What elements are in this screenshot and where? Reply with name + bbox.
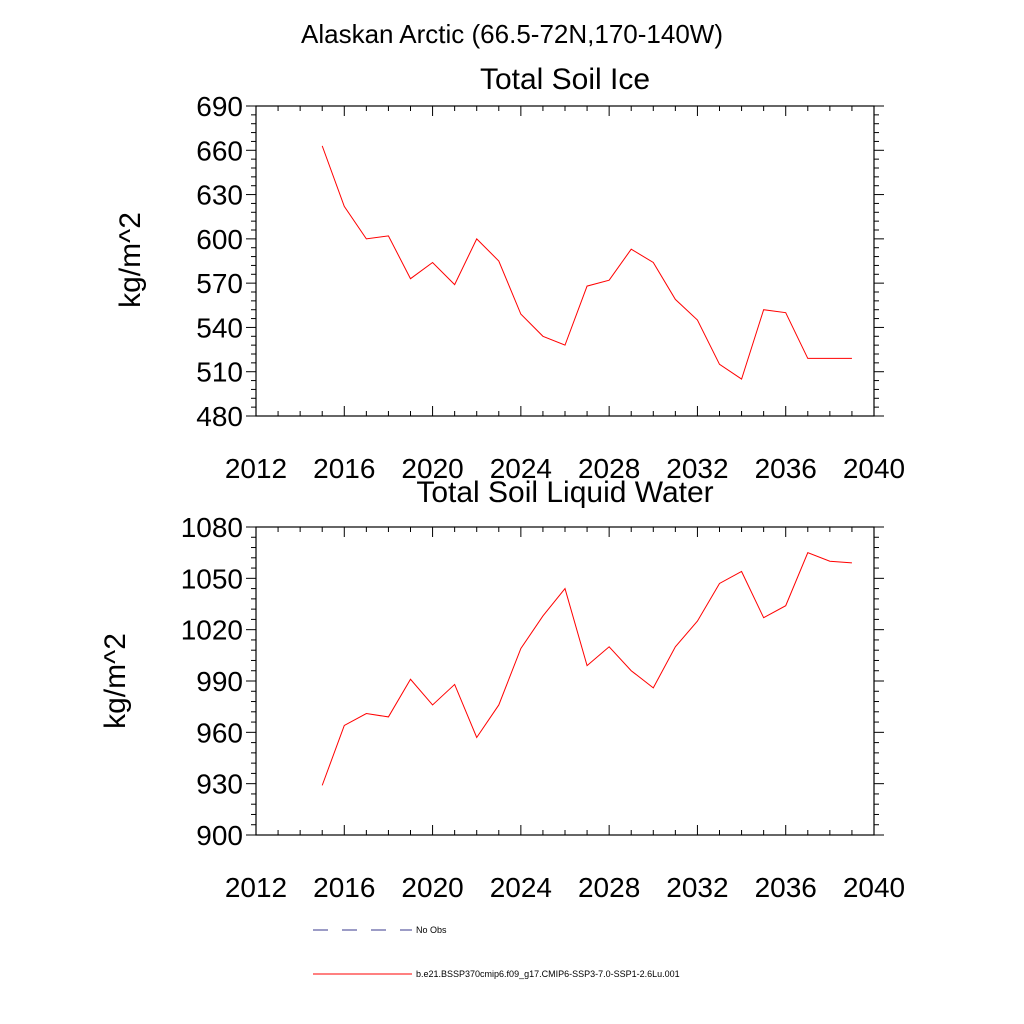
panel-soil-liquid-water-title: Total Soil Liquid Water [416, 476, 713, 509]
soil-liquid-water-ytick-label: 900 [196, 820, 243, 851]
soil-ice-xtick-label: 2040 [843, 453, 905, 484]
figure-title: Alaskan Arctic (66.5-72N,170-140W) [301, 19, 723, 49]
soil-ice-ytick-label: 690 [196, 91, 243, 122]
panel-soil-liquid-water-ylabel: kg/m^2 [99, 633, 132, 729]
soil-ice-ytick-label: 540 [196, 312, 243, 343]
soil-liquid-water-xtick-label: 2012 [225, 872, 287, 903]
panel-soil-ice-plot: 2012 2016 2020 2024 2028 2032 2036 2040 480 510 54… [196, 91, 905, 484]
soil-ice-xtick-label: 2028 [578, 453, 640, 484]
soil-liquid-water-ytick-label: 990 [196, 666, 243, 697]
soil-ice-ytick-label: 480 [196, 401, 243, 432]
soil-ice-plot-frame [255, 105, 875, 417]
soil-liquid-water-xtick-label: 2020 [401, 872, 463, 903]
soil-liquid-water-xtick-label: 2024 [490, 872, 552, 903]
soil-liquid-water-ytick-label: 1050 [181, 563, 243, 594]
soil-liquid-water-series-line [321, 552, 852, 786]
soil-liquid-water-ytick-label: 930 [196, 769, 243, 800]
soil-ice-xtick-label: 2020 [401, 453, 463, 484]
soil-ice-xtick-label: 2016 [313, 453, 375, 484]
panel-soil-liquid-water-plot: 2012 2016 2020 2024 2028 2032 2036 2040 900 930 96… [181, 512, 905, 903]
soil-ice-ytick-label: 600 [196, 224, 243, 255]
soil-ice-ytick-label: 660 [196, 135, 243, 166]
soil-liquid-water-xtick-label: 2040 [843, 872, 905, 903]
soil-liquid-water-xtick-label: 2032 [666, 872, 728, 903]
soil-ice-xtick-label: 2012 [225, 453, 287, 484]
soil-liquid-water-ytick-label: 960 [196, 717, 243, 748]
soil-ice-xtick-label: 2032 [666, 453, 728, 484]
soil-liquid-water-xtick-label: 2028 [578, 872, 640, 903]
panel-soil-liquid-water: Total Soil Liquid Water kg/m^2 2012 2016 2… [99, 476, 905, 903]
soil-liquid-water-ytick-label: 1080 [181, 512, 243, 543]
panel-soil-ice: Total Soil Ice kg/m^2 2012 2016 2020 2024 20… [114, 63, 905, 484]
soil-ice-series-line [321, 145, 852, 380]
soil-ice-ytick-label: 630 [196, 180, 243, 211]
panel-soil-ice-title: Total Soil Ice [480, 63, 650, 96]
legend: No Obs b.e21.BSSP370cmip6.f09_g17.CMIP6-… [313, 925, 680, 979]
legend-label-no-obs: No Obs [416, 925, 447, 935]
soil-liquid-water-ytick-label: 1020 [181, 615, 243, 646]
soil-liquid-water-plot-frame [255, 526, 875, 836]
soil-ice-ytick-label: 510 [196, 357, 243, 388]
legend-label-model-run: b.e21.BSSP370cmip6.f09_g17.CMIP6-SSP3-7.… [416, 969, 680, 979]
soil-ice-xtick-label: 2024 [490, 453, 552, 484]
soil-liquid-water-xtick-label: 2036 [755, 872, 817, 903]
soil-ice-xtick-label: 2036 [755, 453, 817, 484]
soil-liquid-water-xtick-label: 2016 [313, 872, 375, 903]
panel-soil-ice-ylabel: kg/m^2 [114, 212, 147, 308]
soil-ice-ytick-label: 570 [196, 268, 243, 299]
